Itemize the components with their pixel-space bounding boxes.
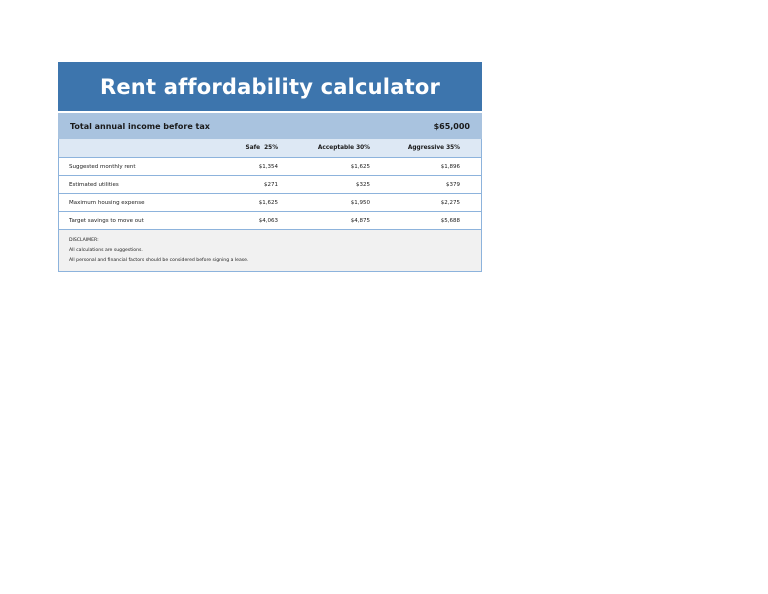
disclaimer-box: DISCLAIMER: All calculations are suggest…: [59, 230, 481, 271]
column-header-safe: Safe 25%: [245, 145, 278, 151]
income-row: Total annual income before tax $65,000: [58, 113, 482, 139]
cell-safe: $4,063: [258, 217, 278, 224]
cell-aggressive: $1,896: [440, 163, 460, 170]
row-label: Target savings to move out: [69, 217, 144, 224]
table-row: Maximum housing expense $1,625 $1,950 $2…: [59, 194, 481, 212]
table-row: Suggested monthly rent $1,354 $1,625 $1,…: [59, 158, 481, 176]
table-row: Target savings to move out $4,063 $4,875…: [59, 212, 481, 230]
rent-calculator-sheet: Rent affordability calculator Total annu…: [58, 62, 482, 272]
cell-safe: $1,625: [258, 199, 278, 206]
disclaimer-line: All calculations are suggestions.: [69, 248, 143, 253]
disclaimer-line: All personal and financial factors shoul…: [69, 258, 249, 263]
table-header-row: Safe 25% Acceptable 30% Aggressive 35%: [59, 139, 481, 158]
cell-aggressive: $2,275: [440, 199, 460, 206]
cell-safe: $1,354: [258, 163, 278, 170]
cell-acceptable: $4,875: [350, 217, 370, 224]
row-label: Estimated utilities: [69, 181, 119, 188]
income-label: Total annual income before tax: [70, 121, 210, 131]
column-header-acceptable: Acceptable 30%: [317, 145, 370, 151]
cell-aggressive: $5,688: [440, 217, 460, 224]
column-header-aggressive: Aggressive 35%: [407, 145, 460, 151]
page-title: Rent affordability calculator: [58, 62, 482, 111]
disclaimer-heading: DISCLAIMER:: [69, 238, 99, 243]
cell-acceptable: $1,950: [350, 199, 370, 206]
cell-acceptable: $325: [356, 181, 370, 188]
income-value[interactable]: $65,000: [433, 121, 470, 131]
cell-safe: $271: [264, 181, 278, 188]
cell-acceptable: $1,625: [350, 163, 370, 170]
table-row: Estimated utilities $271 $325 $379: [59, 176, 481, 194]
cell-aggressive: $379: [446, 181, 460, 188]
row-label: Maximum housing expense: [69, 199, 145, 206]
row-label: Suggested monthly rent: [69, 163, 136, 170]
affordability-table: Safe 25% Acceptable 30% Aggressive 35% S…: [58, 139, 482, 272]
